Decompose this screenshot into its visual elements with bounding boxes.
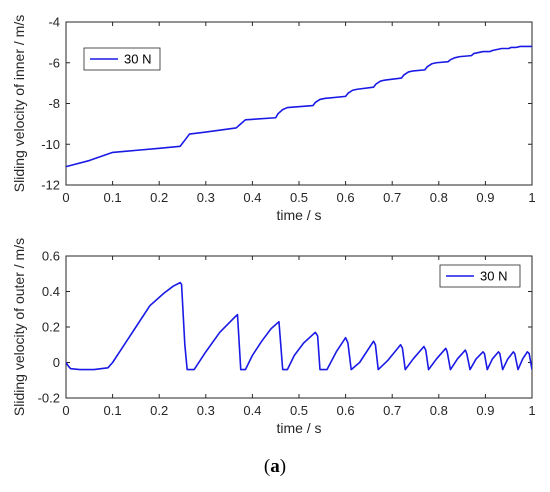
series-line-1 — [66, 281, 532, 371]
legend-box — [439, 264, 521, 288]
y-tick-label: -12 — [41, 178, 60, 193]
y-tick-label: 0.6 — [42, 249, 60, 264]
x-tick-label: 1 — [528, 190, 535, 205]
x-tick-label: 0.5 — [290, 190, 308, 205]
caption-letter: a — [270, 456, 280, 477]
x-tick-label: 0 — [62, 190, 69, 205]
x-tick-label: 0.1 — [104, 403, 122, 418]
x-tick-label: 0.2 — [150, 403, 168, 418]
y-tick-label: 0.2 — [42, 320, 60, 335]
x-tick-label: 0.7 — [383, 190, 401, 205]
y-axis-label: Sliding velocity of inner / m/s — [11, 15, 27, 192]
x-tick-label: 0.6 — [337, 190, 355, 205]
x-tick-label: 0.5 — [290, 403, 308, 418]
x-tick-label: 0.9 — [476, 403, 494, 418]
chart-2: 0 0.1 0.2 0.3 0.4 0.5 0.6 0.7 0.8 0.9 1-0.200.20.4… — [11, 238, 536, 436]
y-tick-label: 0 — [53, 355, 60, 370]
legend-box — [83, 47, 161, 71]
legend-label: 30 N — [124, 52, 151, 67]
x-tick-label: 0.3 — [197, 190, 215, 205]
figure: 0 0.1 0.2 0.3 0.4 0.5 0.6 0.7 0.8 0.9 1 -12 -10 -8 -6 -… — [11, 15, 536, 437]
x-axis-label: time / s — [276, 420, 321, 436]
x-tick-label: 0 — [62, 403, 69, 418]
y-tick-label: -0.2 — [38, 391, 60, 406]
y-tick-label: -10 — [41, 137, 60, 152]
y-axis-label: Sliding velocity of outer / m/s — [11, 238, 27, 416]
x-tick-label: 0.1 — [104, 190, 122, 205]
x-tick-label: 0.4 — [243, 190, 261, 205]
plot-frame — [65, 21, 533, 186]
x-tick-label: 0.8 — [430, 403, 448, 418]
y-tick-label: -6 — [48, 55, 60, 70]
y-tick-label: -8 — [48, 96, 60, 111]
x-tick-label: 0.6 — [337, 403, 355, 418]
figure-caption: (a) — [263, 456, 287, 477]
series-line-1 — [66, 45, 532, 168]
x-tick-label: 0.7 — [383, 403, 401, 418]
x-tick-label: 0.2 — [150, 190, 168, 205]
chart-1: 0 0.1 0.2 0.3 0.4 0.5 0.6 0.7 0.8 0.9 1 -12 -10 -8 -6 -… — [11, 15, 536, 224]
x-tick-label: 0.3 — [197, 403, 215, 418]
x-tick-label: 0.9 — [476, 190, 494, 205]
legend-label: 30 N — [480, 269, 507, 284]
y-tick-label: -4 — [48, 15, 60, 30]
x-axis-label: time / s — [276, 207, 321, 223]
x-tick-label: 0.8 — [430, 190, 448, 205]
x-tick-label: 0.4 — [243, 403, 261, 418]
y-tick-label: 0.4 — [42, 284, 60, 299]
x-tick-label: 1 — [528, 403, 535, 418]
